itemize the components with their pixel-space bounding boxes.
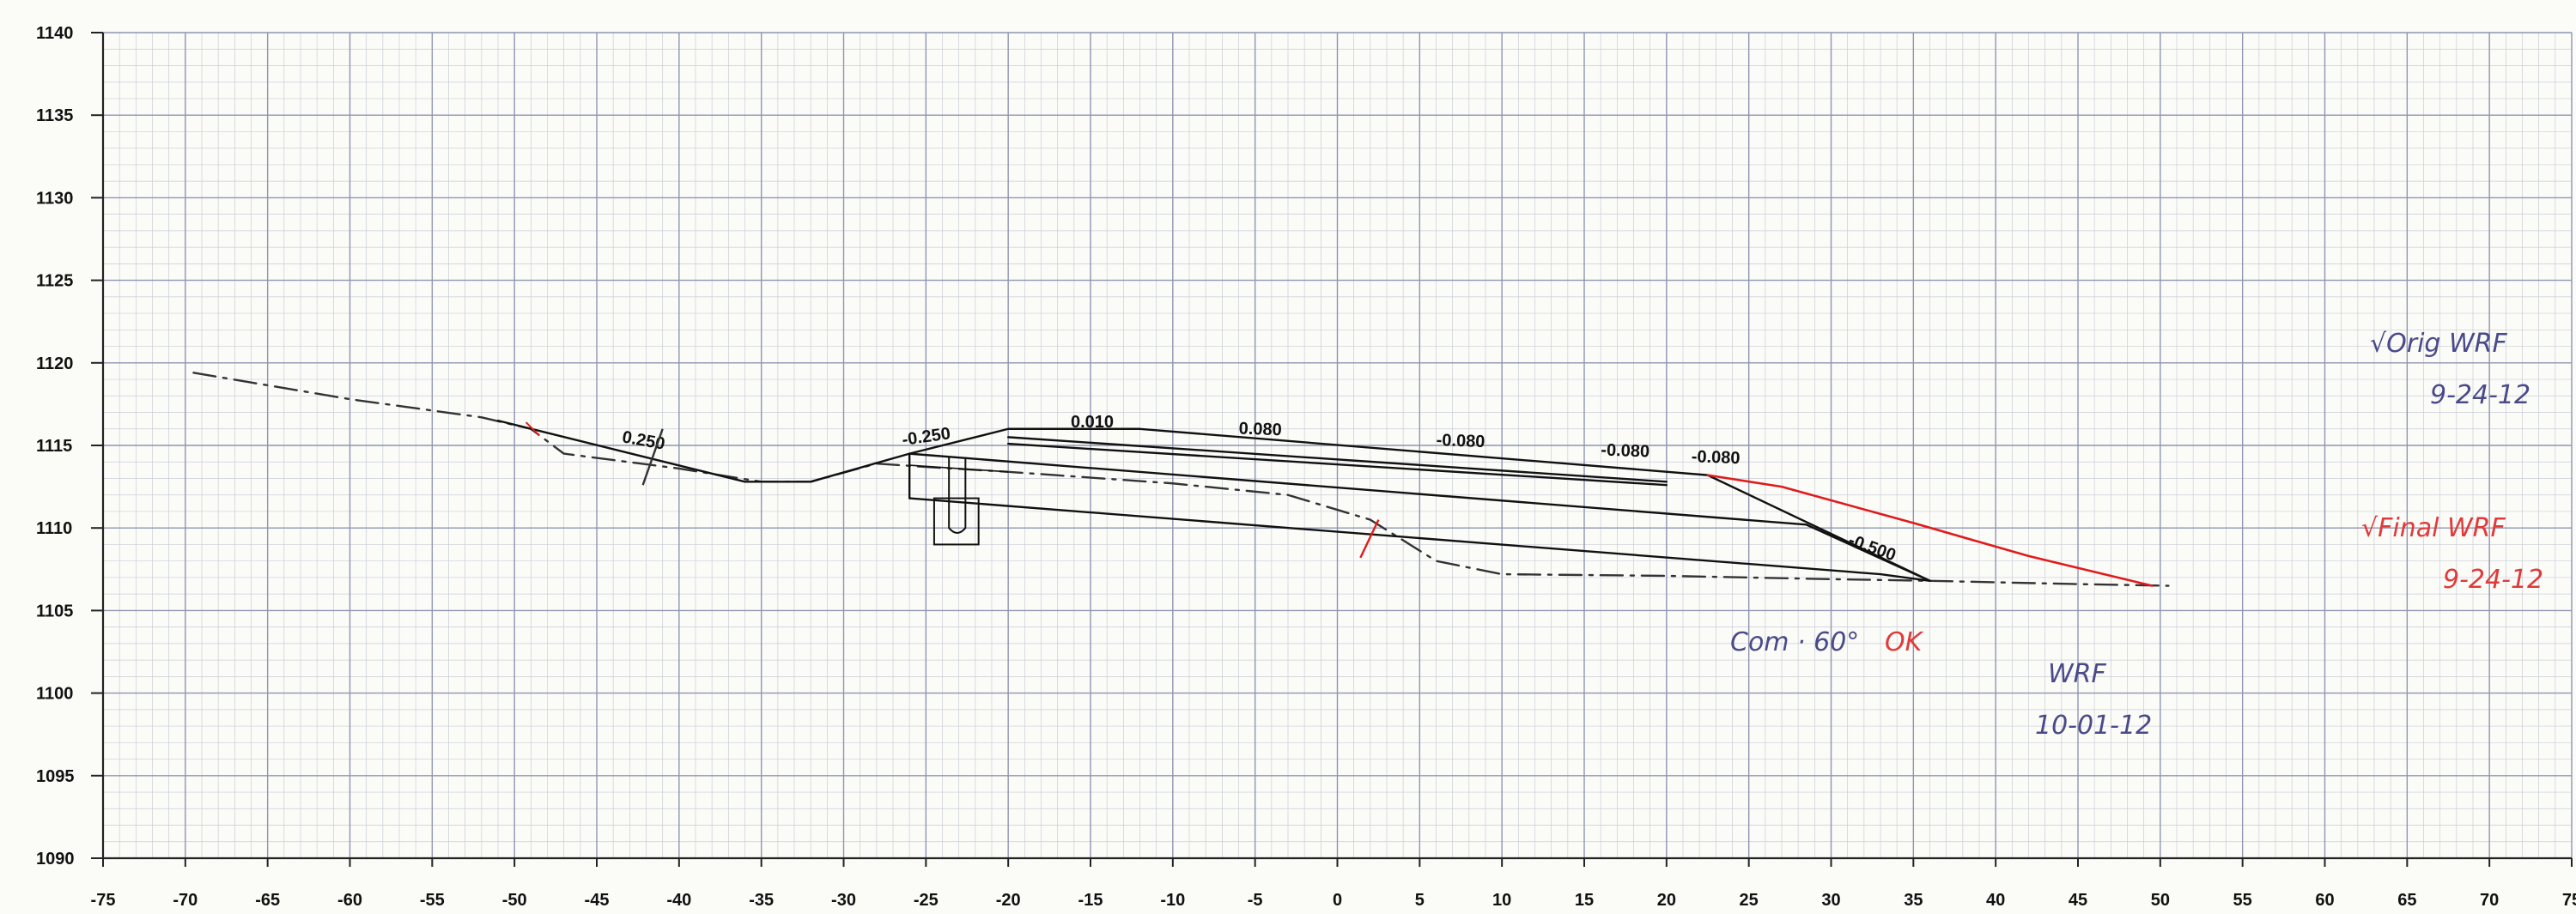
x-tick-label: 65 bbox=[2397, 891, 2416, 910]
x-tick-label: -35 bbox=[749, 891, 774, 910]
note-comment: Com · 60° OK bbox=[1730, 627, 1924, 657]
note-final-wrf: √Final WRF 9-24-12 bbox=[2361, 513, 2543, 595]
note-comment-ok: OK bbox=[1885, 627, 1924, 657]
x-tick-label: -10 bbox=[1160, 891, 1185, 910]
x-tick-label: 10 bbox=[1492, 891, 1511, 910]
note-wrf-line1: WRF bbox=[2048, 659, 2107, 689]
x-tick-label: 60 bbox=[2315, 891, 2334, 910]
note-orig-wrf: √Orig WRF 9-24-12 bbox=[2370, 329, 2530, 410]
y-tick-label: 1100 bbox=[36, 685, 73, 704]
note-orig-line2: 9-24-12 bbox=[2430, 380, 2530, 410]
x-tick-label: 70 bbox=[2480, 891, 2499, 910]
series-pavement-top bbox=[1006, 436, 1668, 483]
culvert-pipe bbox=[948, 457, 967, 534]
y-tick-label: 1095 bbox=[36, 767, 75, 786]
x-tick-label: 25 bbox=[1740, 891, 1759, 910]
x-tick-label: 30 bbox=[1821, 891, 1840, 910]
y-tick-label: 1115 bbox=[36, 437, 72, 456]
x-tick-label: 20 bbox=[1657, 891, 1676, 910]
series-proposed-revision bbox=[1706, 474, 2154, 587]
y-tick-label: 1120 bbox=[36, 354, 73, 373]
note-final-line2: 9-24-12 bbox=[2443, 565, 2543, 595]
x-tick-label: -65 bbox=[255, 891, 280, 910]
culvert-detail bbox=[909, 457, 1009, 546]
y-axis-tick-labels: 1140 1135 1130 1125 1120 1115 1110 1105 1100 1095… bbox=[36, 24, 75, 869]
slope-label: -0.080 bbox=[1601, 441, 1649, 462]
x-tick-label: 55 bbox=[2233, 891, 2252, 910]
slope-label: -0.080 bbox=[1436, 431, 1485, 451]
note-wrf-date: WRF 10-01-12 bbox=[2035, 659, 2152, 741]
note-comment-text: Com · 60° bbox=[1730, 627, 1859, 657]
x-tick-label: -20 bbox=[996, 891, 1021, 910]
check-stroke-dark bbox=[641, 428, 664, 486]
x-tick-label: -25 bbox=[914, 891, 939, 910]
x-tick-label: 45 bbox=[2069, 891, 2087, 910]
x-tick-label: 75 bbox=[2562, 891, 2576, 910]
slope-label: -0.080 bbox=[1691, 447, 1740, 468]
x-tick-label: -75 bbox=[91, 891, 116, 910]
x-tick-label: -45 bbox=[585, 891, 610, 910]
slope-label: 0.080 bbox=[1238, 420, 1282, 440]
axes bbox=[91, 32, 2573, 867]
x-tick-label: 50 bbox=[2151, 891, 2170, 910]
hand-check-marks bbox=[525, 421, 1380, 559]
x-tick-label: 5 bbox=[1415, 891, 1425, 910]
check-stroke-red-small bbox=[525, 421, 540, 437]
note-wrf-line2: 10-01-12 bbox=[2035, 711, 2152, 741]
y-tick-label: 1135 bbox=[36, 106, 73, 125]
x-tick-label: -50 bbox=[502, 891, 527, 910]
x-tick-label: 15 bbox=[1575, 891, 1594, 910]
series-box-top bbox=[908, 452, 1931, 582]
y-tick-label: 1130 bbox=[36, 189, 73, 208]
x-tick-label: -30 bbox=[831, 891, 856, 910]
y-tick-label: 1140 bbox=[36, 24, 73, 43]
x-tick-label: 0 bbox=[1333, 891, 1342, 910]
x-tick-label: -55 bbox=[420, 891, 445, 910]
x-tick-label: -60 bbox=[337, 891, 362, 910]
y-tick-label: 1125 bbox=[36, 272, 73, 291]
note-orig-line1: √Orig WRF bbox=[2370, 329, 2507, 359]
x-tick-label: 40 bbox=[1986, 891, 2005, 910]
note-final-line1: √Final WRF bbox=[2361, 513, 2506, 543]
slope-label: 0.010 bbox=[1071, 413, 1114, 432]
x-tick-label: -5 bbox=[1248, 891, 1263, 910]
x-tick-label: -15 bbox=[1078, 891, 1103, 910]
y-tick-label: 1090 bbox=[36, 850, 75, 869]
y-tick-label: 1105 bbox=[36, 602, 73, 620]
check-stroke-red bbox=[1359, 519, 1380, 559]
x-axis-tick-labels: -75 -70 -65 -60 -55 -50 -45 -40 -35 -30 -25 -20 -15-… bbox=[91, 891, 2576, 910]
x-tick-label: -70 bbox=[173, 891, 197, 910]
culvert-box bbox=[933, 497, 980, 546]
series-pavement-bottom bbox=[1006, 442, 1668, 487]
x-tick-label: 35 bbox=[1904, 891, 1923, 910]
x-tick-label: -40 bbox=[666, 891, 691, 910]
series-box-bottom bbox=[908, 497, 1931, 582]
y-tick-label: 1110 bbox=[36, 519, 72, 538]
culvert-header bbox=[909, 464, 1009, 473]
series-finished-grade bbox=[496, 419, 1931, 582]
